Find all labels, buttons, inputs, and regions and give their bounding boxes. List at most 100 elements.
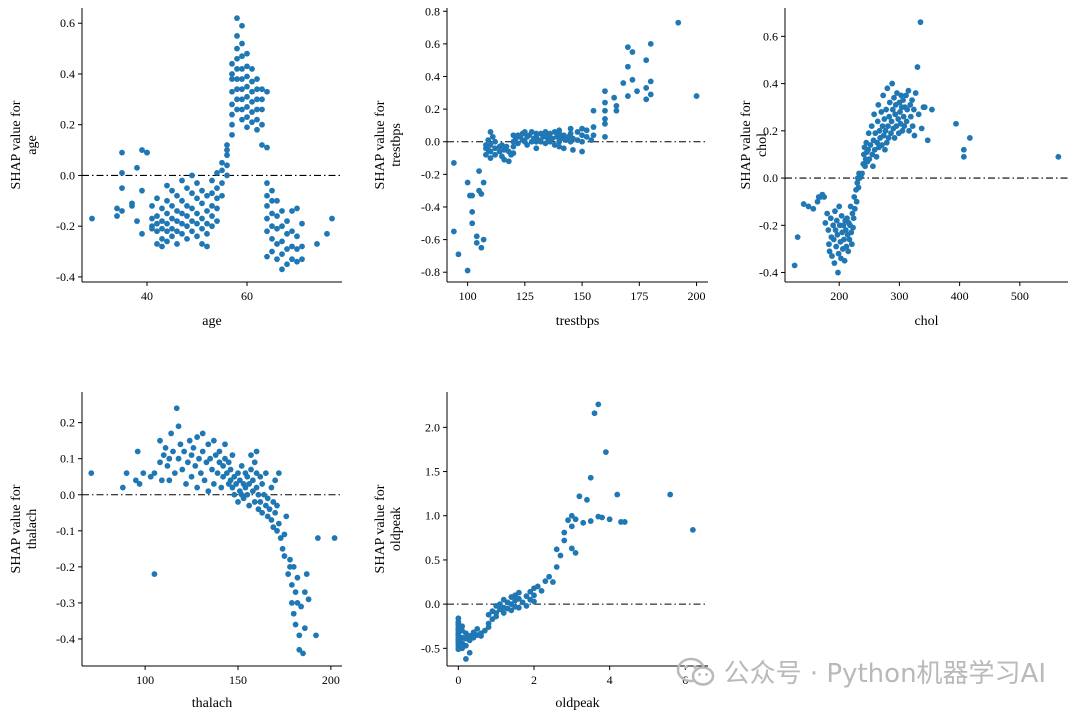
- scatter-point: [481, 627, 488, 634]
- scatter-point: [288, 581, 295, 588]
- scatter-point: [473, 239, 480, 246]
- scatter-point: [214, 470, 221, 477]
- scatter-point: [214, 195, 220, 202]
- scatter-point: [485, 611, 492, 618]
- x-tick-label: 4: [607, 673, 613, 687]
- scatter-point: [233, 481, 240, 487]
- scatter-point: [244, 63, 250, 70]
- scatter-point: [229, 452, 236, 458]
- scatter-point: [324, 230, 330, 237]
- scatter-point: [234, 65, 240, 72]
- scatter-point: [166, 477, 173, 484]
- scatter-point: [492, 145, 498, 152]
- scatter-point: [527, 588, 534, 595]
- scatter-point: [189, 190, 195, 197]
- scatter-point: [538, 587, 545, 594]
- scatter-point: [872, 130, 879, 137]
- scatter-point: [833, 217, 840, 224]
- scatter-point: [463, 656, 469, 662]
- scatter-point: [244, 114, 250, 120]
- scatter-point: [299, 256, 305, 263]
- scatter-point: [515, 604, 522, 611]
- scatter-point: [832, 227, 839, 233]
- scatter-point: [537, 138, 544, 145]
- scatter-point: [647, 40, 654, 47]
- scatter-point: [269, 248, 275, 255]
- scatter-point: [194, 233, 200, 240]
- y-axis-label-line2: oldpeak: [389, 507, 404, 551]
- scatter-point: [294, 600, 301, 606]
- scatter-point: [583, 133, 590, 140]
- scatter-point: [264, 513, 271, 520]
- scatter-point: [531, 592, 537, 599]
- scatter-point: [159, 205, 165, 212]
- scatter-point: [915, 111, 922, 118]
- scatter-point: [899, 127, 906, 134]
- scatter-point: [184, 235, 190, 242]
- y-tick-label: -0.4: [759, 266, 778, 280]
- scatter-point: [891, 94, 897, 101]
- scatter-point: [895, 116, 902, 122]
- scatter-point: [255, 506, 262, 513]
- scatter-point: [476, 168, 482, 174]
- scatter-point: [235, 499, 241, 505]
- scatter-point: [287, 556, 293, 563]
- scatter-point: [224, 147, 230, 153]
- scatter-point: [810, 205, 817, 212]
- scatter-point: [264, 88, 270, 95]
- y-tick-label: -0.1: [56, 524, 75, 538]
- scatter-point: [572, 516, 579, 523]
- scatter-point: [487, 129, 494, 135]
- scatter-point: [134, 164, 140, 171]
- scatter-point: [960, 153, 967, 160]
- scatter-point: [175, 423, 182, 430]
- scatter-point: [546, 573, 553, 580]
- scatter-point: [886, 99, 893, 106]
- scatter-point: [264, 215, 270, 222]
- scatter-point: [469, 192, 476, 199]
- scatter-point: [838, 212, 845, 219]
- scatter-point: [288, 600, 295, 606]
- scatter-point: [292, 589, 299, 595]
- scatter-point: [159, 235, 165, 242]
- scatter-point: [914, 64, 921, 70]
- scatter-point: [533, 145, 540, 152]
- scatter-point: [264, 144, 270, 151]
- scatter-point: [487, 148, 494, 155]
- y-axis-label: SHAP value for thalach: [9, 484, 40, 573]
- scatter-point: [570, 146, 576, 153]
- scatter-point: [212, 452, 219, 458]
- scatter-point: [244, 124, 250, 131]
- y-tick-label: 0.4: [60, 67, 75, 81]
- scatter-point: [606, 516, 613, 523]
- scatter-point: [888, 130, 894, 137]
- scatter-point: [89, 215, 95, 222]
- x-tick-label: 2: [531, 673, 537, 687]
- scatter-point: [871, 146, 878, 153]
- y-axis-label: SHAP value for oldpeak: [373, 484, 404, 573]
- scatter-point: [184, 213, 190, 219]
- scatter-point: [561, 529, 568, 536]
- scatter-point: [119, 170, 125, 176]
- scatter-point: [147, 473, 154, 480]
- scatter-point: [924, 137, 931, 144]
- scatter-point: [469, 208, 476, 215]
- scatter-point: [553, 546, 560, 553]
- scatter-point: [929, 106, 935, 113]
- scatter-point: [186, 437, 193, 444]
- scatter-point: [866, 156, 873, 163]
- scatter-point: [602, 88, 608, 95]
- y-tick-label: 0.4: [425, 70, 440, 84]
- scatter-point: [889, 106, 896, 113]
- scatter-point: [905, 87, 912, 94]
- y-tick-label: 0.6: [763, 29, 778, 43]
- scatter-point: [157, 437, 163, 444]
- scatter-point: [159, 225, 165, 232]
- scatter-point: [289, 208, 295, 214]
- scatter-point: [848, 229, 855, 236]
- scatter-point: [264, 180, 270, 186]
- scatter-point: [203, 459, 210, 466]
- scatter-point: [269, 187, 275, 194]
- scatter-point: [190, 444, 197, 451]
